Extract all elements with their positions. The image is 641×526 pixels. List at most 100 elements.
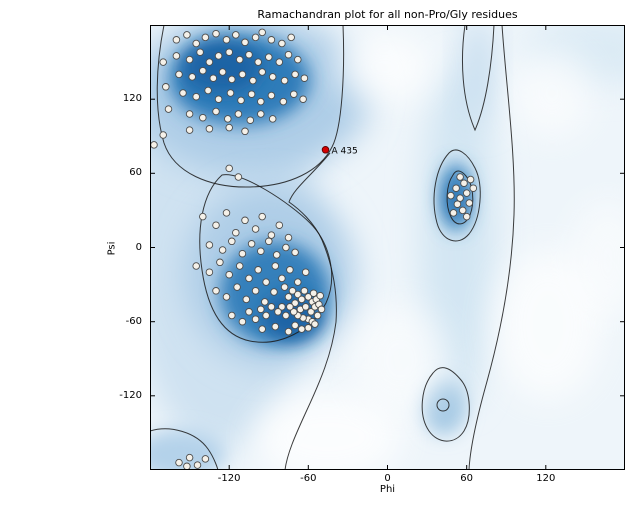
density-background <box>150 25 625 470</box>
residue-point <box>192 92 200 101</box>
residue-point <box>159 58 167 66</box>
residue-point <box>469 184 478 192</box>
residue-point <box>245 50 253 59</box>
residue-point <box>300 287 309 295</box>
residue-point <box>222 293 231 301</box>
residue-point <box>456 194 464 202</box>
residue-point <box>235 262 244 270</box>
residue-point <box>205 125 214 133</box>
residue-point <box>222 209 231 217</box>
residue-point <box>218 68 227 76</box>
residue-point <box>251 225 260 233</box>
residue-point <box>301 268 310 276</box>
residue-point <box>241 216 249 225</box>
residue-point <box>280 76 289 85</box>
residue-point <box>185 126 194 134</box>
residue-point <box>188 73 196 81</box>
residue-point <box>185 110 194 118</box>
residue-point <box>192 39 200 48</box>
residue-point <box>274 308 282 316</box>
residue-point <box>257 110 265 118</box>
residue-point <box>258 28 266 37</box>
residue-point <box>291 321 299 330</box>
y-tick-label: -120 <box>119 389 142 401</box>
residue-point <box>282 311 290 320</box>
residue-point <box>294 278 302 286</box>
residue-point <box>316 291 324 300</box>
residue-point <box>251 33 260 42</box>
residue-point <box>162 83 170 91</box>
residue-point <box>204 86 212 95</box>
residue-point <box>282 243 290 252</box>
residue-point <box>214 95 223 103</box>
residue-point <box>238 249 247 258</box>
residue-point <box>214 52 223 60</box>
residue-point <box>286 266 294 274</box>
residue-point <box>228 75 236 84</box>
residue-point <box>280 283 289 291</box>
residue-point <box>291 70 299 79</box>
bottom-left-contour <box>150 428 219 470</box>
residue-point <box>462 212 471 221</box>
residue-point <box>309 289 318 297</box>
residue-point <box>201 455 210 463</box>
residue-point <box>270 288 278 296</box>
beta-region-contour <box>156 25 345 188</box>
residue-point <box>453 200 462 208</box>
residue-point <box>291 248 299 257</box>
residue-point <box>313 311 322 320</box>
residue-point <box>262 278 270 286</box>
residue-point <box>246 116 255 124</box>
residue-point <box>209 74 218 82</box>
residue-point <box>222 36 231 44</box>
residue-point <box>265 53 273 61</box>
residue-point <box>164 105 173 113</box>
residue-point <box>307 308 315 316</box>
bottom-right-outer-contour <box>421 367 470 442</box>
plot-area: A 435 <box>150 25 625 470</box>
residue-point <box>232 31 240 39</box>
residue-point <box>199 113 207 122</box>
right-side-contour <box>468 25 515 470</box>
residue-point <box>267 91 276 100</box>
residue-point <box>185 55 194 64</box>
residue-point <box>294 290 302 299</box>
residue-point <box>265 237 273 246</box>
residue-point <box>212 29 220 38</box>
residue-point <box>245 308 253 316</box>
residue-point <box>199 212 207 221</box>
x-tick-label: 0 <box>384 473 391 484</box>
y-tick-label: 120 <box>122 93 142 105</box>
residue-point <box>179 89 187 97</box>
residue-point <box>185 453 194 462</box>
residue-point <box>286 303 294 311</box>
residue-point <box>224 115 232 123</box>
residue-point <box>251 287 260 295</box>
residue-point <box>267 231 276 239</box>
residue-point <box>258 325 266 333</box>
residue-point <box>245 274 253 283</box>
left-handed-outer-contour <box>433 149 481 242</box>
residue-point <box>192 262 200 270</box>
residue-point <box>172 36 181 44</box>
residue-point <box>447 191 455 200</box>
axes-frame <box>150 25 625 470</box>
contour-lines <box>150 25 515 470</box>
x-tick-label: 60 <box>460 473 474 484</box>
residue-point <box>278 39 286 48</box>
residue-point <box>257 247 265 255</box>
residue-point <box>287 33 295 42</box>
residue-point <box>311 320 319 328</box>
residue-point <box>254 58 262 66</box>
residue-point <box>237 96 245 105</box>
residue-point <box>183 462 191 470</box>
residue-point <box>205 58 214 66</box>
residue-point <box>267 303 276 311</box>
residue-point <box>294 55 302 64</box>
residue-point <box>242 295 251 304</box>
residue-point <box>284 233 293 242</box>
residue-point <box>271 322 280 331</box>
residue-point <box>288 287 297 295</box>
residue-point <box>284 50 293 59</box>
